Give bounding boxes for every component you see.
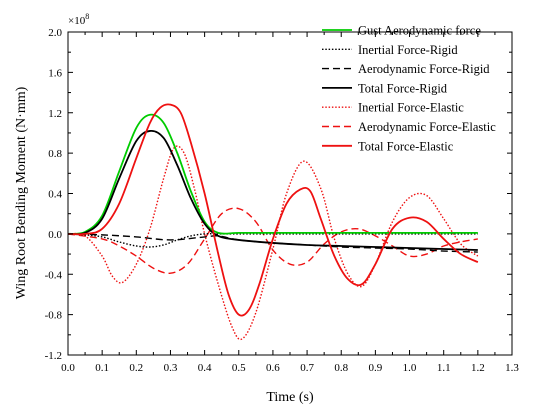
series-line-3 — [67, 129, 478, 251]
x-tick-label: 0.8 — [334, 362, 348, 374]
y-tick-label: 2.0 — [48, 27, 62, 39]
x-tick-label: 1.2 — [471, 362, 485, 374]
axis-tick-labels: 0.0 0.1 0.2 0.3 0.4 0.5 0.6 0.7 0.8 0.9 1.0 1.1 1.2 1… — [45, 27, 520, 374]
y-tick-label: 1.6 — [48, 67, 62, 79]
y-tick-label: 0.4 — [48, 189, 62, 201]
y-tick-label: 0.8 — [48, 148, 62, 160]
legend-label: Total Force-Elastic — [358, 139, 454, 153]
x-tick-label: 0.3 — [164, 362, 178, 374]
x-tick-label: 0.6 — [266, 362, 280, 374]
legend-label: Gust Aerodynamic force — [358, 24, 481, 38]
y-multiplier-base: ×10 — [68, 15, 86, 27]
x-tick-label: 0.1 — [95, 362, 109, 374]
x-tick-label: 0.7 — [300, 362, 314, 374]
x-tick-label: 0.5 — [232, 362, 246, 374]
legend-label: Aerodynamic Force-Elastic — [358, 120, 496, 134]
y-axis-title: Wing Root Bending Moment (N·mm) — [14, 86, 29, 299]
x-tick-label: 1.3 — [505, 362, 519, 374]
x-tick-label: 0.2 — [129, 362, 143, 374]
plot-lines — [67, 103, 479, 341]
x-tick-label: 1.1 — [437, 362, 451, 374]
y-tick-label: 1.2 — [48, 108, 62, 120]
series-line-5 — [67, 207, 478, 275]
legend-label: Inertial Force-Elastic — [358, 101, 464, 115]
axis-ticks — [67, 31, 513, 356]
x-tick-label: 1.0 — [403, 362, 417, 374]
y-tick-label: -0.4 — [45, 269, 63, 281]
y-multiplier-exponent: 8 — [85, 12, 89, 21]
legend-label: Inertial Force-Rigid — [358, 43, 458, 57]
legend-label: Aerodynamic Force-Rigid — [358, 62, 490, 76]
legend: Gust Aerodynamic force Inertial Force-Rig… — [322, 24, 496, 153]
x-tick-label: 0.4 — [198, 362, 212, 374]
y-multiplier-label: ×108 — [68, 12, 89, 27]
y-tick-label: 0.0 — [48, 229, 62, 241]
x-axis-title: Time (s) — [266, 390, 314, 405]
series-line-6 — [67, 103, 479, 317]
x-tick-label: 0.9 — [369, 362, 383, 374]
legend-label: Total Force-Rigid — [358, 81, 448, 95]
series-line-4 — [67, 145, 479, 341]
x-tick-label: 0.0 — [61, 362, 75, 374]
series-line-1 — [67, 233, 478, 248]
series-line-0 — [67, 113, 478, 235]
y-tick-label: -0.8 — [45, 310, 63, 322]
y-tick-label: -1.2 — [45, 350, 62, 362]
